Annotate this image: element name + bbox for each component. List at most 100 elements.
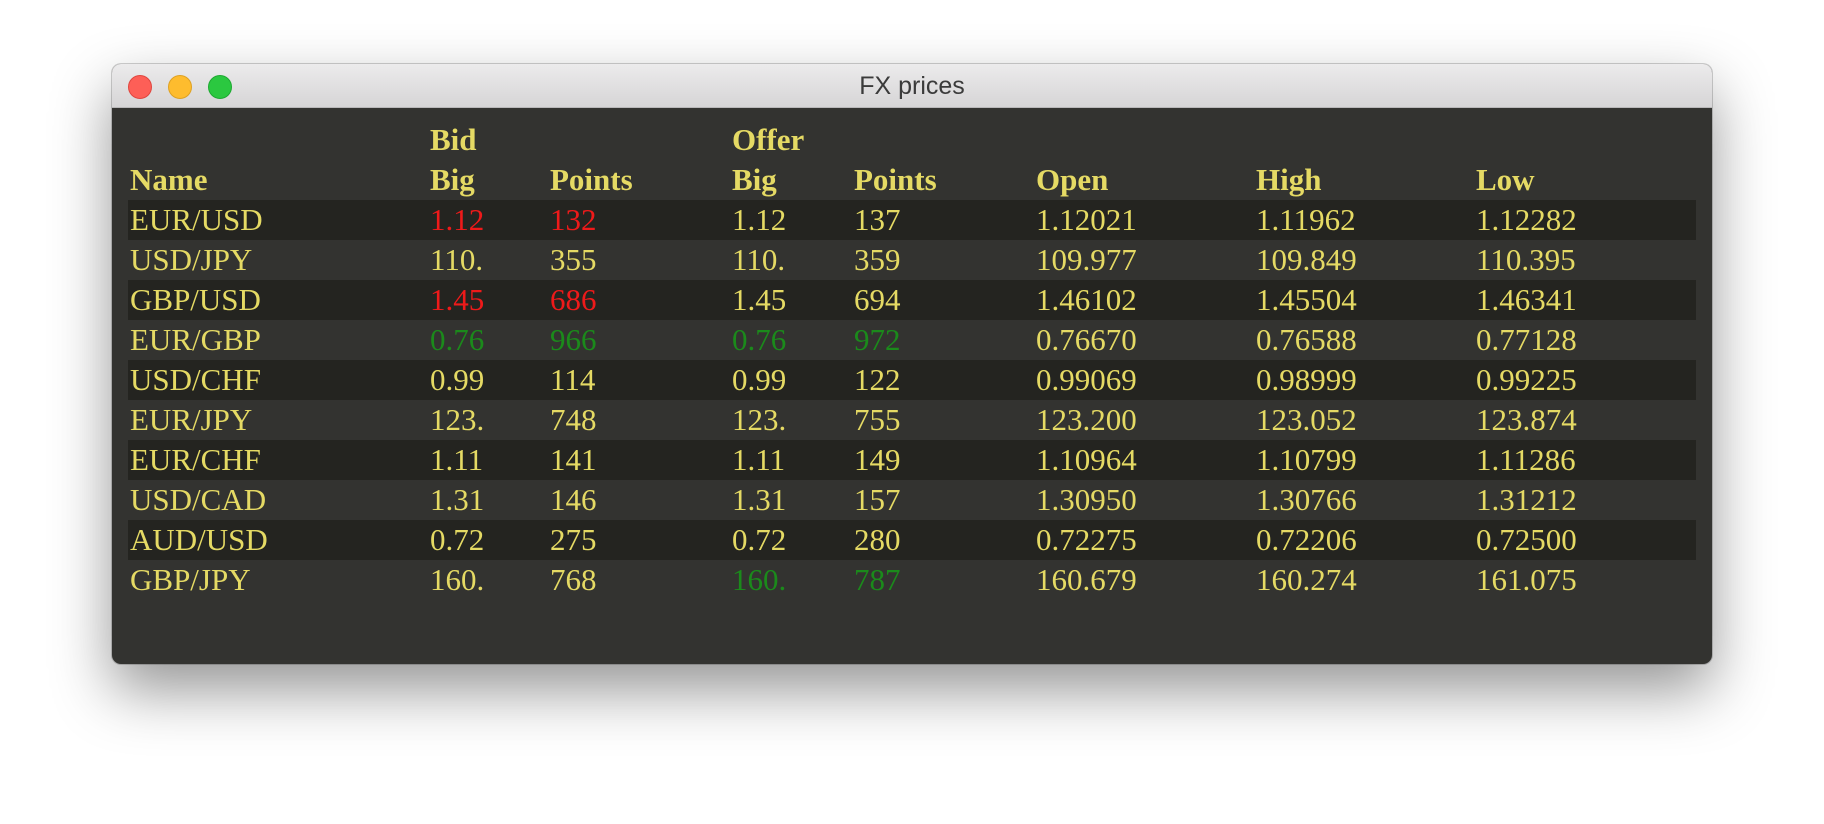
high-price-cell: 1.11962 [1256, 202, 1356, 237]
bid-big-cell: 160. [430, 562, 485, 597]
offer-big-cell: 123. [732, 402, 787, 437]
high-price-cell: 1.30766 [1256, 482, 1357, 517]
column-header-open[interactable]: Open [1036, 162, 1109, 197]
open-price-cell: 160.679 [1036, 562, 1137, 597]
column-header-bid-big[interactable]: Big [430, 162, 475, 197]
table-row[interactable]: GBP/USD 1.45 686 1.45 694 1.46102 1.45504 1.463… [128, 280, 1696, 320]
offer-big-cell: 0.99 [732, 362, 787, 397]
low-price-cell: 110.395 [1476, 242, 1576, 277]
pair-name-cell: EUR/JPY [130, 402, 253, 437]
offer-big-cell: 1.12 [732, 202, 787, 237]
column-header-row: Name Big Points Big Points Open High Low [128, 160, 1696, 200]
offer-group-header: Offer [732, 122, 805, 157]
open-price-cell: 1.30950 [1036, 482, 1137, 517]
table-row[interactable]: EUR/USD 1.12 132 1.12 137 1.12021 1.11962 1.122… [128, 200, 1696, 240]
high-price-cell: 0.72206 [1256, 522, 1357, 557]
pair-name-cell: USD/JPY [130, 242, 253, 277]
offer-big-cell: 0.76 [732, 322, 787, 357]
bid-points-cell: 146 [550, 482, 597, 517]
bid-big-cell: 1.45 [430, 282, 485, 317]
high-price-cell: 1.45504 [1256, 282, 1357, 317]
column-header-bid-points[interactable]: Points [550, 162, 633, 197]
offer-big-cell: 1.11 [732, 442, 786, 477]
pair-name-cell: GBP/USD [130, 282, 261, 317]
column-header-name[interactable]: Name [130, 162, 208, 197]
pair-name-cell: EUR/GBP [130, 322, 261, 357]
low-price-cell: 0.72500 [1476, 522, 1577, 557]
bid-points-cell: 141 [550, 442, 597, 477]
table-row[interactable]: EUR/CHF 1.11 141 1.11 149 1.10964 1.10799 1.112… [128, 440, 1696, 480]
open-price-cell: 0.76670 [1036, 322, 1137, 357]
offer-points-cell: 280 [854, 522, 901, 557]
pair-name-cell: USD/CHF [130, 362, 261, 397]
low-price-cell: 1.12282 [1476, 202, 1577, 237]
open-price-cell: 0.99069 [1036, 362, 1137, 397]
column-header-offer-points[interactable]: Points [854, 162, 937, 197]
table-row[interactable]: USD/JPY 110. 355 110. 359 109.977 109.849 110.3… [128, 240, 1696, 280]
bid-points-cell: 686 [550, 282, 597, 317]
zoom-icon[interactable] [208, 75, 232, 99]
offer-big-cell: 160. [732, 562, 787, 597]
offer-points-cell: 137 [854, 202, 901, 237]
bid-group-header: Bid [430, 122, 477, 157]
table-row[interactable]: AUD/USD 0.72 275 0.72 280 0.72275 0.72206 0.725… [128, 520, 1696, 560]
high-price-cell: 160.274 [1256, 562, 1357, 597]
offer-points-cell: 122 [854, 362, 901, 397]
pair-name-cell: AUD/USD [130, 522, 268, 557]
group-header-row: Bid Offer [128, 120, 1696, 160]
offer-big-cell: 1.45 [732, 282, 787, 317]
close-icon[interactable] [128, 75, 152, 99]
bid-points-cell: 355 [550, 242, 597, 277]
high-price-cell: 0.76588 [1256, 322, 1357, 357]
low-price-cell: 123.874 [1476, 402, 1577, 437]
pair-name-cell: GBP/JPY [130, 562, 251, 597]
high-price-cell: 0.98999 [1256, 362, 1357, 397]
minimize-icon[interactable] [168, 75, 192, 99]
table-row[interactable]: EUR/GBP 0.76 966 0.76 972 0.76670 0.76588 0.771… [128, 320, 1696, 360]
offer-big-cell: 1.31 [732, 482, 787, 517]
offer-points-cell: 149 [854, 442, 901, 477]
offer-points-cell: 157 [854, 482, 901, 517]
table-row[interactable]: GBP/JPY 160. 768 160. 787 160.679 160.274 161.0… [128, 560, 1696, 600]
column-header-high[interactable]: High [1256, 162, 1322, 197]
table-body: EUR/USD 1.12 132 1.12 137 1.12021 1.11962 1.122… [128, 200, 1696, 600]
low-price-cell: 0.77128 [1476, 322, 1577, 357]
table-row[interactable]: USD/CAD 1.31 146 1.31 157 1.30950 1.30766 1.312… [128, 480, 1696, 520]
column-header-low[interactable]: Low [1476, 162, 1535, 197]
table-row[interactable]: EUR/JPY 123. 748 123. 755 123.200 123.052 123.8… [128, 400, 1696, 440]
bid-big-cell: 110. [430, 242, 484, 277]
low-price-cell: 161.075 [1476, 562, 1577, 597]
fx-prices-window: FX prices Bid Offer Name Big Points Big … [112, 64, 1712, 664]
bid-points-cell: 748 [550, 402, 597, 437]
bid-points-cell: 768 [550, 562, 597, 597]
low-price-cell: 1.46341 [1476, 282, 1577, 317]
bid-big-cell: 123. [430, 402, 485, 437]
pair-name-cell: USD/CAD [130, 482, 267, 517]
open-price-cell: 0.72275 [1036, 522, 1137, 557]
bid-big-cell: 0.72 [430, 522, 485, 557]
table-row[interactable]: USD/CHF 0.99 114 0.99 122 0.99069 0.98999 0.992… [128, 360, 1696, 400]
offer-points-cell: 755 [854, 402, 901, 437]
high-price-cell: 1.10799 [1256, 442, 1357, 477]
window-title: FX prices [859, 72, 965, 100]
offer-big-cell: 110. [732, 242, 786, 277]
title-bar[interactable]: FX prices [112, 64, 1712, 108]
open-price-cell: 1.12021 [1036, 202, 1137, 237]
column-header-offer-big[interactable]: Big [732, 162, 777, 197]
low-price-cell: 0.99225 [1476, 362, 1577, 397]
open-price-cell: 109.977 [1036, 242, 1137, 277]
bid-big-cell: 0.99 [430, 362, 485, 397]
open-price-cell: 1.10964 [1036, 442, 1137, 477]
pair-name-cell: EUR/CHF [130, 442, 261, 477]
low-price-cell: 1.31212 [1476, 482, 1577, 517]
prices-table: Bid Offer Name Big Points Big Points Ope… [128, 120, 1696, 600]
offer-points-cell: 694 [854, 282, 901, 317]
open-price-cell: 123.200 [1036, 402, 1137, 437]
offer-big-cell: 0.72 [732, 522, 787, 557]
bid-big-cell: 0.76 [430, 322, 485, 357]
bid-big-cell: 1.31 [430, 482, 485, 517]
bid-big-cell: 1.12 [430, 202, 485, 237]
bid-points-cell: 114 [550, 362, 596, 397]
offer-points-cell: 787 [854, 562, 901, 597]
bid-points-cell: 966 [550, 322, 597, 357]
